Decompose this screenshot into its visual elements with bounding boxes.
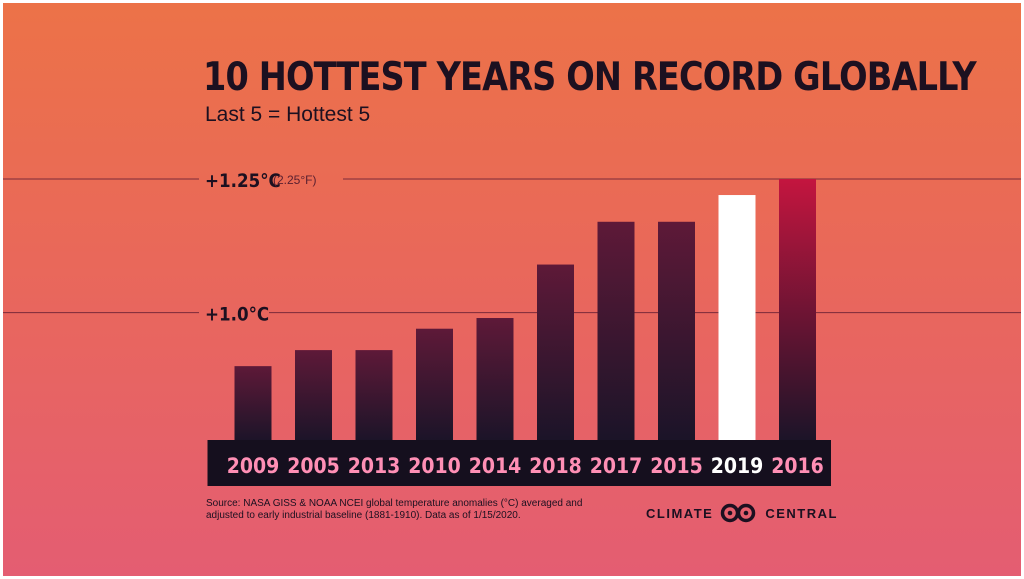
bar-2017: [597, 221, 635, 443]
brand-name-left: CLIMATE: [646, 505, 714, 521]
tick-label-2013: 2013: [348, 453, 401, 478]
bar-2013: [355, 350, 393, 443]
bar-2014: [476, 318, 514, 443]
climate-central-logo: CLIMATE CENTRAL: [646, 503, 838, 523]
tick-label-2015: 2015: [650, 453, 703, 478]
gridline-label: +1.0°C: [205, 304, 269, 326]
tick-label-2018: 2018: [529, 453, 582, 478]
tick-label-2014: 2014: [469, 453, 522, 478]
bar-2018: [537, 264, 574, 443]
source-note: Source: NASA GISS & NOAA NCEI global tem…: [206, 498, 583, 521]
bar-2009: [234, 366, 272, 443]
bar-2005: [295, 350, 332, 443]
tick-label-2009: 2009: [227, 453, 280, 478]
bar-2010: [416, 328, 453, 443]
chart-subtitle: Last 5 = Hottest 5: [205, 103, 371, 126]
climate-central-logo-icon: [719, 503, 759, 523]
bar-2019: [718, 195, 756, 443]
bar-2016: [779, 179, 816, 443]
tick-label-2017: 2017: [590, 453, 643, 478]
brand-name-right: CENTRAL: [765, 505, 838, 521]
gridline-label: +1.25°C: [205, 170, 281, 192]
bar-chart: +1.25°C(2.25°F) +1.0°C 2009 2005 2013 2010 201…: [3, 170, 1021, 486]
label-strip: [207, 440, 831, 486]
infographic: +1.25°C (2.25°F) +1.0°C 2009 2005 2013 2010 201…: [3, 3, 1021, 576]
tick-label-2019: 2019: [711, 453, 764, 478]
tick-label-2016: 2016: [771, 453, 824, 478]
tick-label-2005: 2005: [287, 453, 340, 478]
tick-label-2010: 2010: [408, 453, 461, 478]
chart-title: 10 HOTTEST YEARS ON RECORD GLOBALLY: [203, 55, 977, 100]
bar-2015: [658, 221, 695, 443]
gridline-sublabel: (2.25°F): [273, 173, 316, 187]
